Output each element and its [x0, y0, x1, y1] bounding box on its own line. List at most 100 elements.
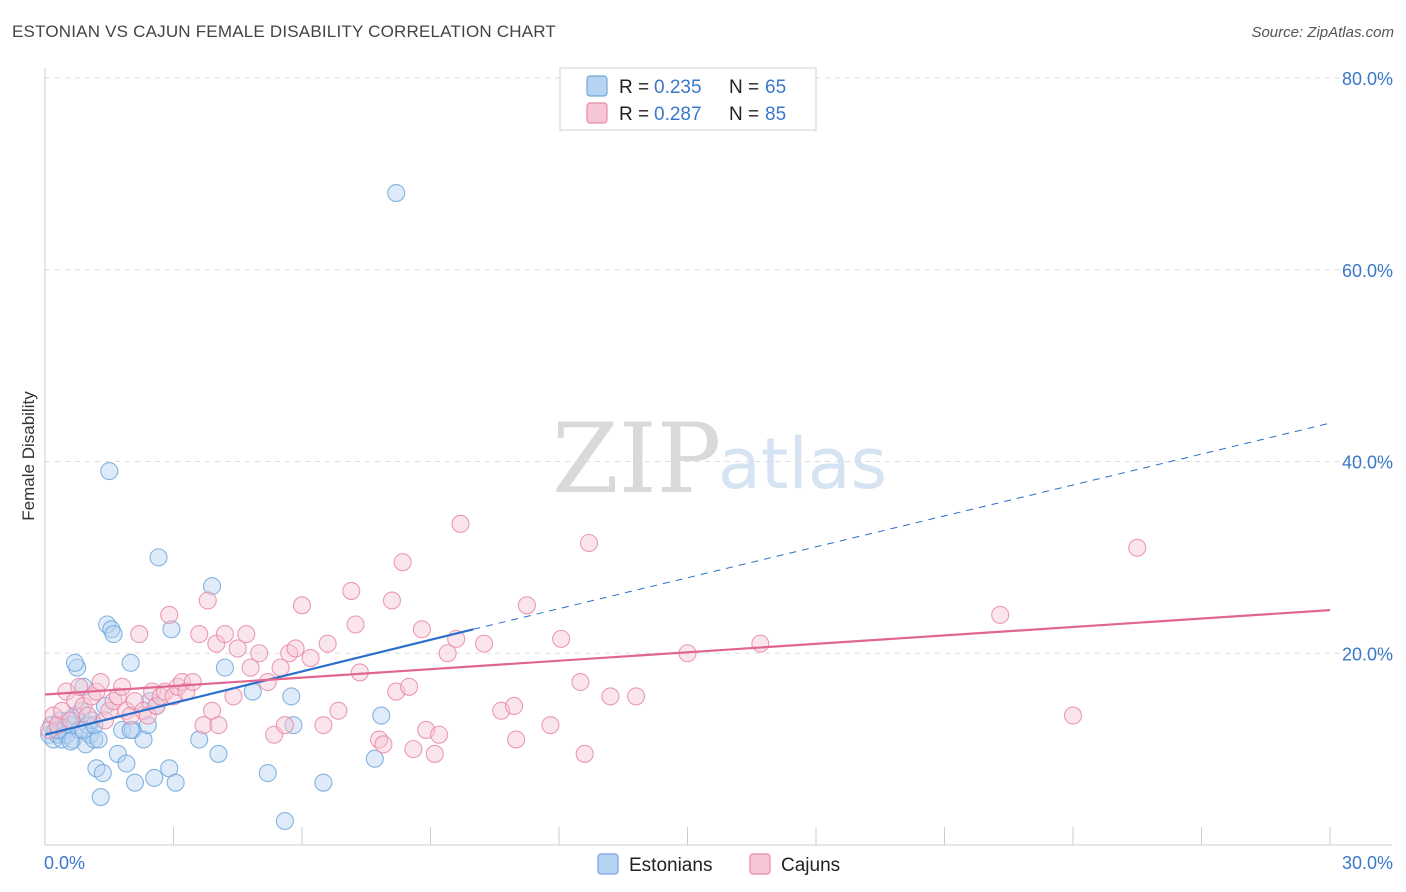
cajuns-point: [425, 744, 444, 763]
cajuns-point: [400, 677, 419, 696]
estonians-point: [104, 625, 123, 644]
cajuns-point: [209, 716, 228, 735]
cajuns-point: [215, 625, 234, 644]
estonians-points: [40, 184, 406, 831]
cajuns-point: [451, 514, 470, 533]
cajuns-point: [250, 644, 269, 663]
cajuns-point: [237, 625, 256, 644]
estonians-trend-extension: [473, 422, 1331, 630]
cajuns-points: [40, 514, 1147, 763]
cajuns-point: [194, 716, 213, 735]
estonians-point: [314, 773, 333, 792]
cajuns-point: [374, 735, 393, 754]
cajuns-point: [991, 605, 1010, 624]
chart-title: ESTONIAN VS CAJUN FEMALE DISABILITY CORR…: [12, 22, 557, 41]
estonians-point: [100, 462, 119, 481]
tick-labels: 20.0% 40.0% 60.0% 80.0% 0.0% 30.0%: [44, 69, 1393, 873]
cajuns-point: [78, 706, 97, 725]
y-tick-label: 40.0%: [1342, 453, 1393, 473]
source-label: Source: ZipAtlas.com: [1251, 24, 1394, 41]
cajuns-point: [430, 725, 449, 744]
cajuns-point: [301, 648, 320, 668]
cajuns-point: [286, 639, 305, 658]
cajuns-point: [627, 687, 646, 706]
estonians-point: [145, 768, 164, 787]
estonians-point: [91, 788, 110, 807]
cajuns-point: [318, 634, 337, 653]
cajuns-point: [190, 625, 209, 644]
legend-n-value-2: 85: [765, 104, 786, 125]
cajuns-point: [575, 744, 594, 763]
cajuns-point: [329, 701, 348, 720]
cajuns-point: [346, 615, 365, 634]
cajuns-point: [275, 716, 294, 735]
estonians-point: [65, 653, 85, 672]
grid-lines: [45, 77, 1392, 654]
cajuns-point: [438, 644, 457, 663]
estonians-point: [138, 716, 157, 735]
cajuns-point: [130, 625, 149, 644]
estonians-point: [365, 749, 384, 768]
y-tick-label: 60.0%: [1342, 261, 1393, 281]
estonians-point: [209, 744, 228, 763]
cajuns-point: [91, 672, 110, 692]
cajuns-point: [571, 672, 590, 692]
estonians-point: [121, 720, 140, 740]
cajuns-point: [314, 716, 333, 735]
cajuns-point: [183, 672, 202, 692]
estonians-point: [89, 730, 108, 749]
cajuns-point: [108, 687, 127, 706]
cajuns-point: [412, 620, 431, 639]
estonians-point: [203, 577, 222, 596]
legend-r-value-2: 0.287: [654, 104, 702, 125]
cajuns-point: [751, 634, 770, 653]
estonians-point: [190, 730, 209, 749]
estonians-point: [258, 764, 277, 783]
legend-bottom-cajuns: Cajuns: [781, 855, 840, 876]
estonians-point: [372, 706, 391, 725]
legend-n-label-2: N =: [729, 104, 759, 125]
y-tick-label: 20.0%: [1342, 644, 1393, 664]
cajuns-point: [541, 716, 560, 735]
legend-n-value-1: 65: [765, 77, 786, 98]
estonians-point: [166, 773, 185, 792]
x-tick-label: 0.0%: [44, 853, 85, 873]
legend-swatch-estonians: [586, 75, 608, 97]
legend-r-label-2: R =: [619, 104, 649, 125]
watermark-zip: ZIP: [552, 403, 721, 515]
cajuns-point: [579, 533, 599, 553]
cajuns-point: [342, 581, 361, 600]
legend-bottom-swatch-cajuns: [749, 853, 771, 875]
cajuns-point: [241, 658, 260, 677]
cajuns-point: [44, 706, 63, 725]
legend-n-label-1: N =: [729, 77, 759, 98]
cajuns-point: [113, 677, 132, 696]
x-tick-label: 30.0%: [1342, 853, 1393, 873]
estonians-point: [125, 773, 144, 792]
estonians-point: [121, 653, 140, 672]
cajuns-point: [404, 740, 423, 759]
estonians-point: [282, 687, 301, 706]
legend-bottom-swatch-estonians: [597, 853, 619, 875]
cajuns-point: [601, 687, 620, 706]
cajuns-point: [292, 596, 312, 615]
trend-lines: [44, 422, 1331, 736]
estonians-point: [149, 548, 168, 567]
estonians-point: [61, 732, 80, 751]
legend-bottom-estonians: Estonians: [629, 855, 712, 876]
estonians-point: [117, 754, 136, 773]
cajuns-point: [474, 634, 494, 653]
cajuns-point: [393, 553, 412, 572]
cajuns-point: [382, 591, 402, 610]
cajuns-point: [228, 639, 247, 658]
y-axis-label: Female Disability: [19, 391, 38, 521]
cajuns-point: [517, 596, 536, 615]
cajuns-point: [504, 696, 524, 716]
cajuns-point: [552, 629, 571, 648]
estonians-point: [275, 811, 294, 831]
cajuns-point: [1063, 706, 1083, 725]
cajuns-point: [507, 730, 526, 749]
legend-r-value-1: 0.235: [654, 77, 702, 98]
cajuns-trend-line: [44, 609, 1331, 696]
watermark-atlas: atlas: [718, 423, 887, 505]
